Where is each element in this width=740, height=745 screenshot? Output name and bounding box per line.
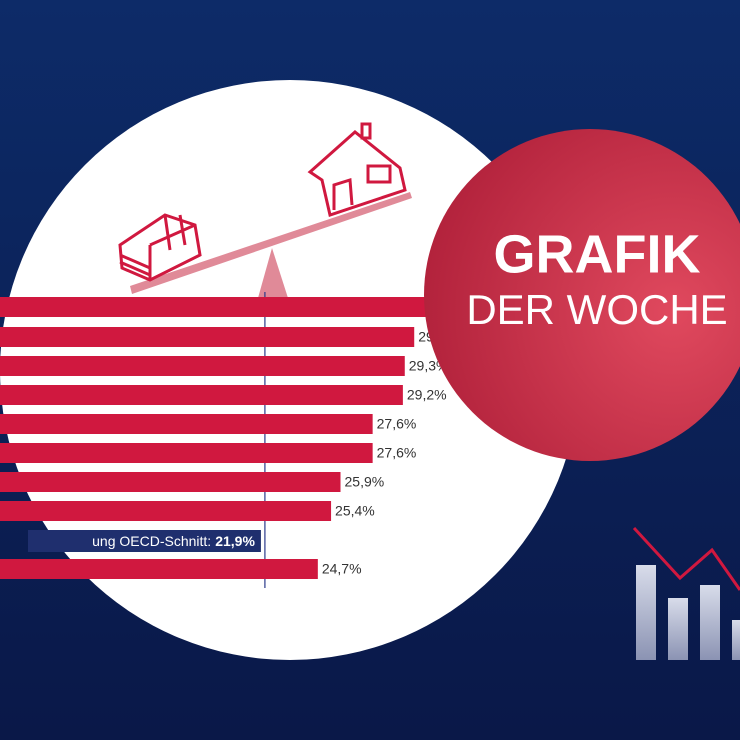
chart-icon (632, 526, 740, 660)
oecd-label-box (28, 530, 261, 552)
value-label: 25,9% (345, 474, 385, 490)
bar (0, 443, 373, 463)
value-label: 24,7% (322, 561, 362, 577)
oecd-value: 21,9% (215, 533, 255, 549)
seesaw-icon (130, 192, 412, 298)
oecd-label-text: ung OECD-Schnitt: (92, 533, 211, 549)
badge-subtitle: DER WOCHE (466, 286, 727, 333)
bar (0, 297, 428, 317)
money-icon (118, 213, 202, 282)
house-icon (307, 122, 407, 217)
bar (0, 356, 405, 376)
bar (0, 327, 415, 347)
value-label: 27,6% (377, 445, 417, 461)
value-label: 29,2% (407, 387, 447, 403)
bar (0, 385, 403, 405)
bar (0, 559, 318, 579)
value-label: 27,6% (377, 416, 417, 432)
bar (0, 414, 373, 434)
badge-title: GRAFIK (494, 224, 701, 284)
badge-circle (424, 129, 740, 461)
bar (0, 472, 341, 492)
value-label: 25,4% (335, 503, 375, 519)
oecd-label: ung OECD-Schnitt: 21,9% (92, 533, 255, 549)
bar (0, 501, 332, 521)
